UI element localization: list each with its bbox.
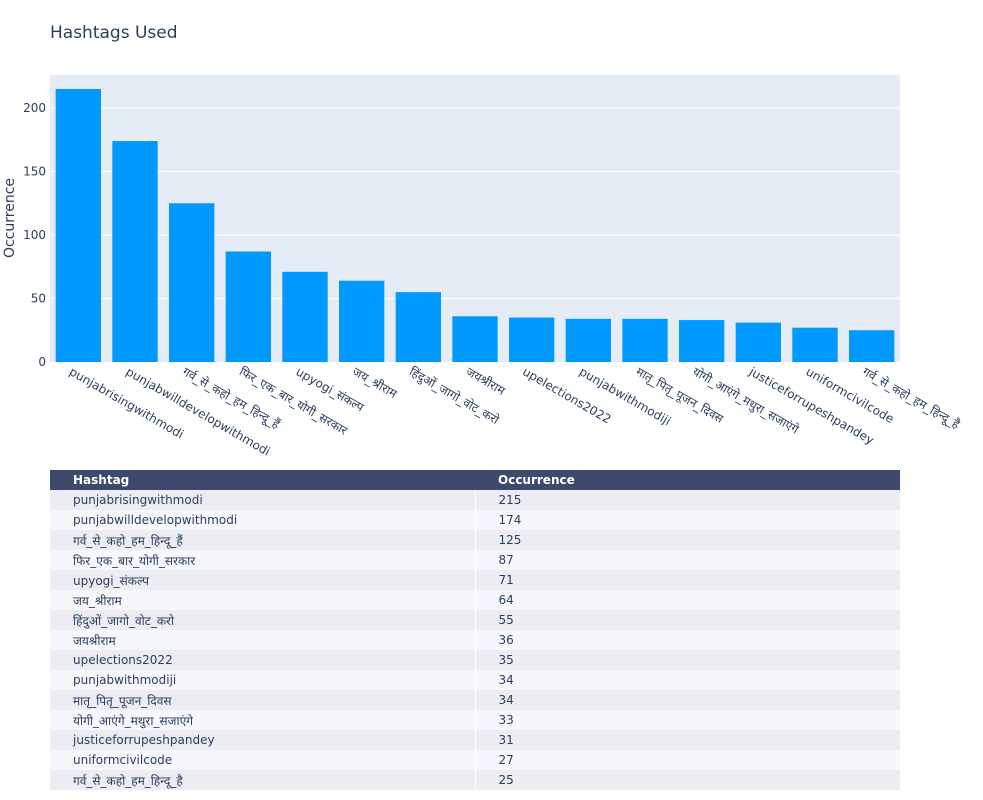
table-row: upyogi_संकल्प 71	[50, 570, 901, 590]
bar[interactable]	[112, 141, 158, 362]
table-row: uniformcivilcode 27	[50, 750, 901, 770]
bar[interactable]	[55, 88, 101, 362]
occurrence-cell: 35	[475, 650, 901, 670]
occurrence-cell: 174	[475, 510, 901, 530]
hashtag-cell: punjabrisingwithmodi	[50, 490, 476, 510]
hashtag-cell: मातृ_पितृ_पूजन_दिवस	[50, 690, 476, 710]
y-tick-label: 0	[38, 355, 46, 369]
occurrence-cell: 87	[475, 550, 901, 570]
bar[interactable]	[225, 251, 271, 362]
y-axis-title: Occurrence	[2, 178, 18, 258]
bar[interactable]	[679, 320, 725, 362]
hashtag-cell: uniformcivilcode	[50, 750, 476, 770]
table-row: मातृ_पितृ_पूजन_दिवस 34	[50, 690, 901, 710]
occurrence-cell: 125	[475, 530, 901, 550]
occurrence-cell: 34	[475, 690, 901, 710]
hashtag-cell: punjabwithmodiji	[50, 670, 476, 690]
hashtag-cell: फिर_एक_बार_योगी_सरकार	[50, 550, 476, 570]
table-row: upelections2022 35	[50, 650, 901, 670]
bar[interactable]	[282, 271, 328, 362]
hashtag-cell: जय_श्रीराम	[50, 590, 476, 610]
bar[interactable]	[395, 292, 441, 362]
bar[interactable]	[509, 317, 555, 362]
hashtag-cell: गर्व_से_कहो_हम_हिन्दू_है	[50, 770, 476, 790]
occurrence-cell: 55	[475, 610, 901, 630]
bar[interactable]	[169, 203, 215, 362]
chart-title: Hashtags Used	[50, 23, 178, 43]
occurrence-cell: 25	[475, 770, 901, 790]
y-tick-label: 100	[23, 228, 46, 242]
table-row: हिंदुओं_जागो_वोट_करो 55	[50, 610, 901, 630]
bar[interactable]	[452, 316, 498, 362]
x-tick-label: जयश्रीराम	[464, 364, 509, 398]
occurrence-cell: 71	[475, 570, 901, 590]
data-table: Hashtag Occurrence punjabrisingwithmodi 2…	[50, 470, 901, 790]
x-tick-label: योगी_आएंगे_मथुरा_सजाएंगे	[690, 364, 802, 437]
occurrence-cell: 34	[475, 670, 901, 690]
table-row: फिर_एक_बार_योगी_सरकार 87	[50, 550, 901, 570]
hashtag-cell: upelections2022	[50, 650, 476, 670]
bar[interactable]	[339, 280, 385, 362]
hashtag-cell: punjabwilldevelopwithmodi	[50, 510, 476, 530]
x-tick-label: गर्व_से_कहो_हम_हिन्दू_है	[860, 364, 963, 432]
hashtag-cell: हिंदुओं_जागो_वोट_करो	[50, 610, 476, 630]
bar[interactable]	[565, 318, 611, 362]
table-row: गर्व_से_कहो_हम_हिन्दू_है 25	[50, 770, 901, 790]
occurrence-cell: 36	[475, 630, 901, 650]
header-hashtag: Hashtag	[50, 470, 475, 490]
x-tick-label: जय_श्रीराम	[350, 364, 400, 401]
occurrence-cell: 31	[475, 730, 901, 750]
bar[interactable]	[622, 318, 668, 362]
table-row: गर्व_से_कहो_हम_हिन्दू_हैं 125	[50, 530, 901, 550]
table-row: punjabwilldevelopwithmodi 174	[50, 510, 901, 530]
header-occurrence: Occurrence	[475, 470, 900, 490]
table-header-row: Hashtag Occurrence	[50, 470, 900, 490]
table-row: punjabwithmodiji 34	[50, 670, 901, 690]
table-row: जय_श्रीराम 64	[50, 590, 901, 610]
occurrence-cell: 27	[475, 750, 901, 770]
hashtag-cell: गर्व_से_कहो_हम_हिन्दू_हैं	[50, 530, 476, 550]
table-row: योगी_आएंगे_मथुरा_सजाएंगे 33	[50, 710, 901, 730]
bar[interactable]	[792, 327, 838, 362]
occurrence-cell: 33	[475, 710, 901, 730]
hashtag-cell: जयश्रीराम	[50, 630, 476, 650]
y-tick-label: 50	[31, 292, 46, 306]
hashtag-cell: योगी_आएंगे_मथुरा_सजाएंगे	[50, 710, 476, 730]
table-row: जयश्रीराम 36	[50, 630, 901, 650]
y-tick-label: 200	[23, 101, 46, 115]
table-row: punjabrisingwithmodi 215	[50, 490, 901, 510]
y-tick-label: 150	[23, 165, 46, 179]
hashtag-cell: justiceforrupeshpandey	[50, 730, 476, 750]
occurrence-cell: 64	[475, 590, 901, 610]
table-row: justiceforrupeshpandey 31	[50, 730, 901, 750]
bar[interactable]	[735, 322, 781, 362]
bar[interactable]	[849, 330, 895, 362]
hashtag-cell: upyogi_संकल्प	[50, 570, 476, 590]
occurrence-cell: 215	[475, 490, 901, 510]
